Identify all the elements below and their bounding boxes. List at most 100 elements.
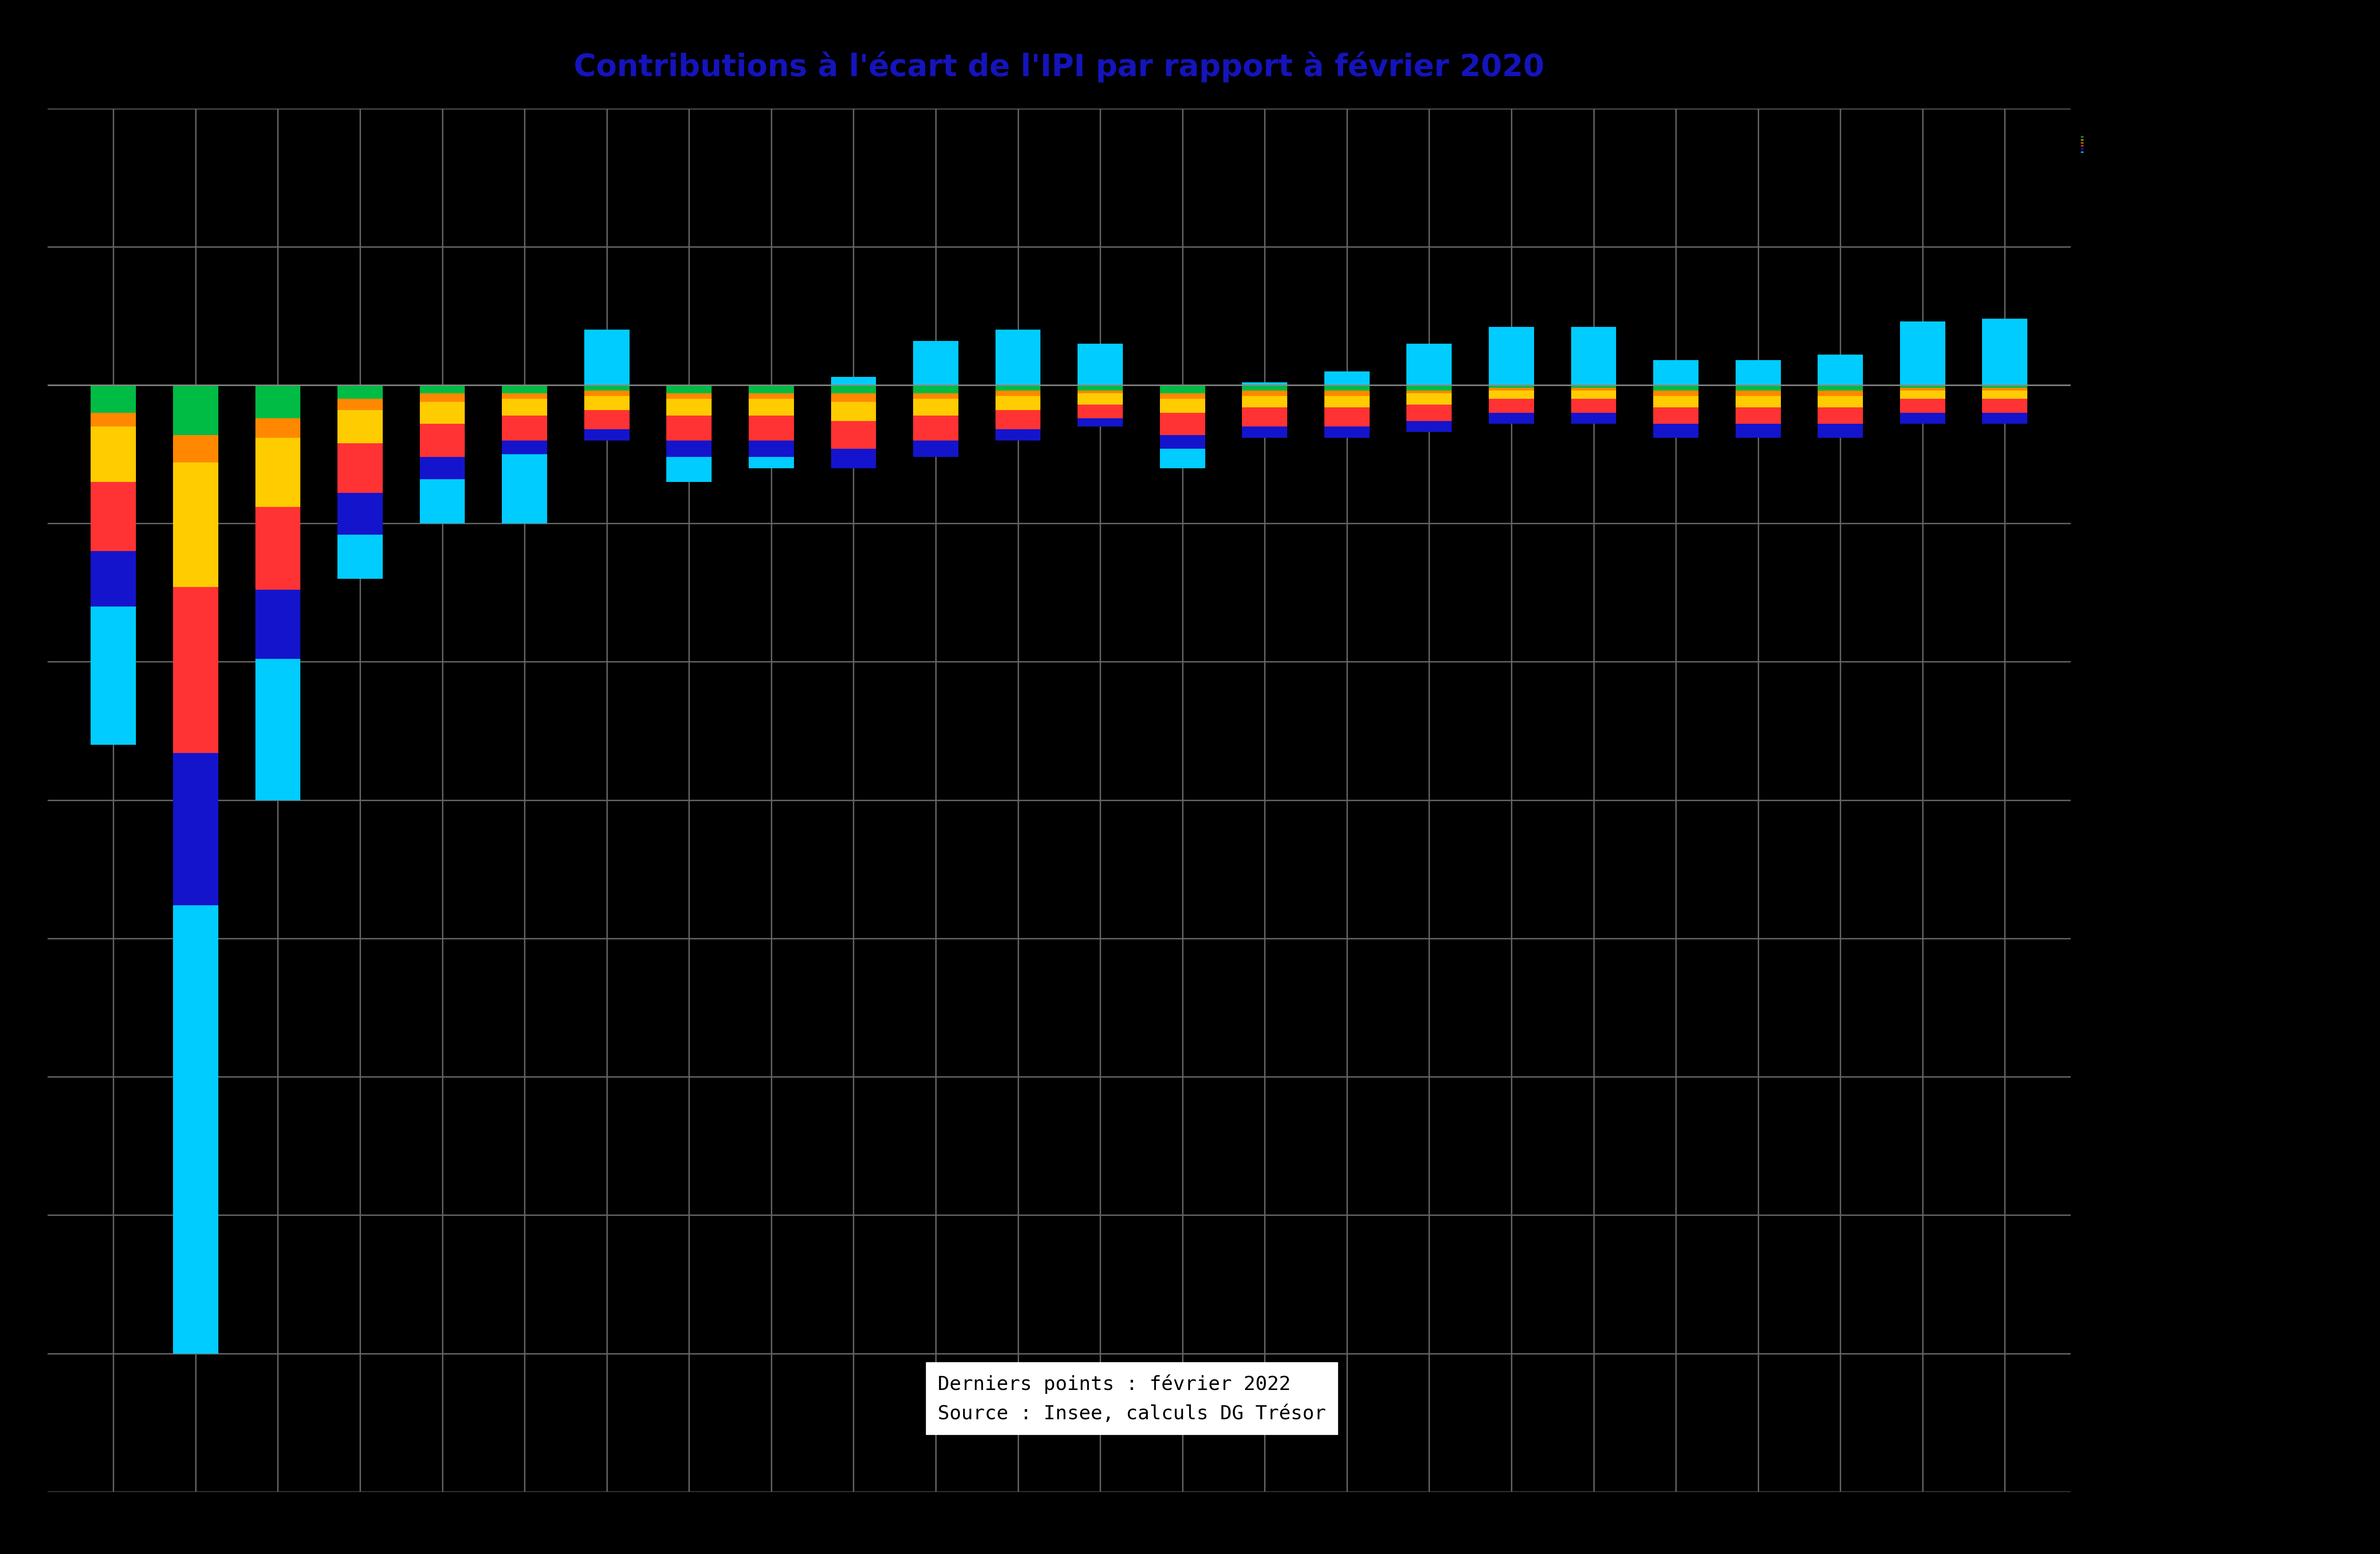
- Bar: [419, 402, 464, 424]
- Bar: [502, 393, 547, 399]
- Bar: [1654, 407, 1699, 424]
- Bar: [750, 457, 795, 468]
- Bar: [1735, 407, 1780, 424]
- Bar: [90, 385, 136, 413]
- Bar: [174, 587, 219, 754]
- Bar: [583, 410, 628, 429]
- Bar: [1735, 392, 1780, 396]
- Bar: [995, 429, 1040, 441]
- Bar: [1323, 371, 1368, 385]
- Bar: [1407, 393, 1452, 404]
- Bar: [1571, 388, 1616, 392]
- Bar: [1983, 388, 2028, 392]
- Bar: [1242, 427, 1288, 438]
- Bar: [750, 393, 795, 399]
- Bar: [1818, 354, 1864, 385]
- Legend: Biens de consommation, Énergie, Biens d'équipement, Biens intermédiaires, Automo: Biens de consommation, Énergie, Biens d'…: [2080, 137, 2092, 152]
- Bar: [1078, 393, 1123, 404]
- Text: Derniers points : février 2022
Source : Insee, calculs DG Trésor: Derniers points : février 2022 Source : …: [938, 1374, 1326, 1423]
- Bar: [419, 424, 464, 457]
- Bar: [831, 449, 876, 468]
- Bar: [831, 393, 876, 402]
- Bar: [995, 410, 1040, 429]
- Bar: [419, 480, 464, 524]
- Bar: [1078, 418, 1123, 427]
- Bar: [583, 329, 628, 385]
- Bar: [1735, 396, 1780, 407]
- Bar: [1571, 399, 1616, 413]
- Bar: [255, 659, 300, 800]
- Bar: [1899, 322, 1944, 385]
- Bar: [90, 552, 136, 606]
- Bar: [1983, 399, 2028, 413]
- Bar: [666, 393, 712, 399]
- Bar: [666, 399, 712, 416]
- Bar: [914, 441, 959, 457]
- Bar: [1654, 392, 1699, 396]
- Bar: [255, 438, 300, 507]
- Bar: [914, 385, 959, 393]
- Bar: [914, 416, 959, 441]
- Bar: [914, 399, 959, 416]
- Bar: [1735, 361, 1780, 385]
- Bar: [90, 482, 136, 552]
- Bar: [1818, 385, 1864, 392]
- Bar: [174, 463, 219, 587]
- Bar: [1078, 392, 1123, 393]
- Bar: [666, 416, 712, 441]
- Bar: [1242, 407, 1288, 427]
- Bar: [1407, 392, 1452, 393]
- Bar: [1571, 392, 1616, 399]
- Bar: [1159, 385, 1204, 393]
- Bar: [1407, 421, 1452, 432]
- Bar: [1159, 393, 1204, 399]
- Bar: [1654, 385, 1699, 392]
- Bar: [1490, 328, 1535, 385]
- Bar: [1899, 385, 1944, 388]
- Bar: [750, 385, 795, 393]
- Bar: [750, 441, 795, 457]
- Bar: [338, 399, 383, 410]
- Bar: [1571, 385, 1616, 388]
- Bar: [255, 507, 300, 591]
- Bar: [1078, 385, 1123, 392]
- Bar: [1571, 413, 1616, 424]
- Bar: [666, 441, 712, 457]
- Bar: [338, 385, 383, 399]
- Bar: [1899, 392, 1944, 399]
- Bar: [502, 385, 547, 393]
- Bar: [419, 393, 464, 402]
- Bar: [914, 393, 959, 399]
- Bar: [338, 443, 383, 493]
- Bar: [831, 402, 876, 421]
- Bar: [255, 591, 300, 659]
- Bar: [1654, 396, 1699, 407]
- Bar: [1323, 392, 1368, 396]
- Bar: [1818, 424, 1864, 438]
- Bar: [255, 418, 300, 438]
- Bar: [1159, 435, 1204, 449]
- Bar: [1654, 361, 1699, 385]
- Bar: [1490, 392, 1535, 399]
- Bar: [1735, 385, 1780, 392]
- Bar: [666, 457, 712, 482]
- Bar: [174, 435, 219, 463]
- Bar: [995, 396, 1040, 410]
- Bar: [1571, 328, 1616, 385]
- Bar: [502, 399, 547, 416]
- Bar: [1242, 385, 1288, 392]
- Bar: [1983, 319, 2028, 385]
- Bar: [502, 454, 547, 524]
- Bar: [1407, 385, 1452, 392]
- Bar: [174, 906, 219, 1354]
- Bar: [174, 385, 219, 435]
- Bar: [1818, 392, 1864, 396]
- Bar: [1078, 343, 1123, 385]
- Bar: [90, 413, 136, 427]
- Bar: [831, 378, 876, 385]
- Bar: [1407, 343, 1452, 385]
- Bar: [419, 457, 464, 480]
- Bar: [583, 429, 628, 441]
- Bar: [1242, 382, 1288, 385]
- Bar: [1490, 399, 1535, 413]
